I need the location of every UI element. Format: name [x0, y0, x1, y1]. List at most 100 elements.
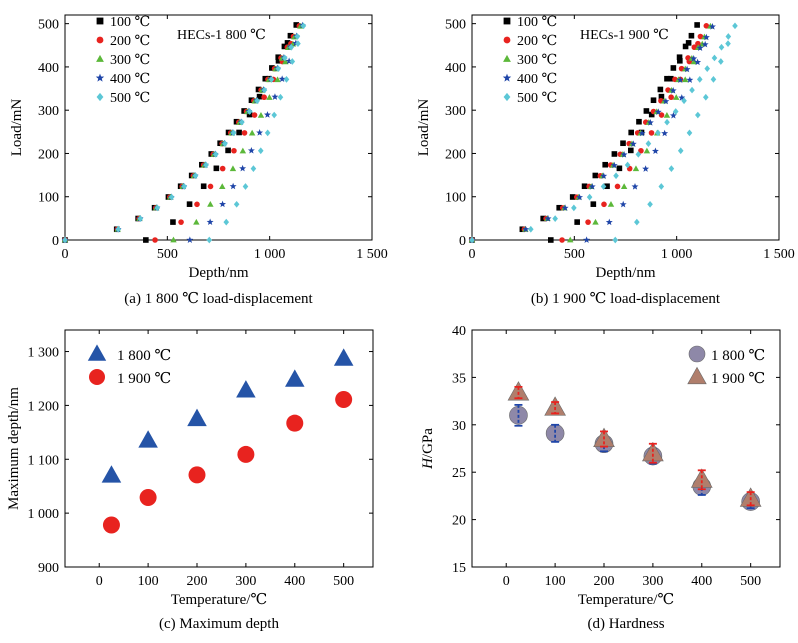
data-point: [672, 108, 679, 115]
data-point: [181, 183, 188, 190]
y-tick-label: 300: [445, 104, 466, 119]
data-point: [600, 183, 607, 190]
data-point: [663, 111, 671, 118]
data-point: [632, 165, 640, 172]
y-tick-label: 20: [452, 514, 466, 529]
legend-label: 400 ℃: [517, 72, 557, 87]
series-1900: [507, 381, 762, 507]
data-point: [636, 118, 642, 125]
data-point: [289, 58, 296, 65]
data-point: [567, 236, 574, 243]
series-100c: [62, 22, 300, 243]
legend-marker: [96, 92, 104, 102]
series-100c: [469, 22, 700, 243]
data-point: [138, 430, 158, 448]
data-point: [732, 22, 738, 30]
x-axis-label: Temperature/℃: [578, 592, 675, 608]
data-point: [269, 65, 275, 71]
plot-frame: [64, 14, 373, 241]
legend-label: 200 ℃: [517, 34, 557, 49]
data-point: [670, 65, 677, 71]
y-axis-label: Maximum depth/nm: [6, 387, 22, 510]
x-tick-label: 1 000: [254, 247, 286, 262]
y-tick-label: 300: [38, 104, 59, 119]
data-point: [187, 408, 207, 427]
legend-marker: [96, 17, 104, 25]
y-axis-label-unit: /GPa: [420, 428, 436, 458]
data-point: [709, 23, 716, 30]
data-point: [469, 236, 475, 244]
plot-frame: [64, 329, 374, 568]
y-tick-label: 200: [445, 147, 466, 162]
y-tick-label: 400: [445, 61, 466, 76]
data-point: [213, 165, 220, 172]
data-point: [285, 57, 293, 65]
data-point: [628, 129, 634, 136]
data-point: [115, 225, 122, 233]
data-point: [544, 396, 566, 416]
data-point: [602, 161, 608, 168]
data-point: [231, 147, 237, 154]
x-tick-label: 0: [96, 574, 103, 589]
data-point: [655, 129, 661, 137]
legend-marker: [96, 36, 104, 44]
data-point: [658, 183, 665, 190]
data-point: [522, 225, 530, 233]
data-point: [102, 516, 120, 534]
data-point: [661, 129, 669, 137]
data-point: [586, 193, 593, 201]
data-point: [206, 236, 213, 244]
panel-c-maximum-depth: 0 100 200 300 400 500 900 1 000 1 100 1 200 1 300 T…: [6, 329, 374, 632]
data-point: [194, 201, 200, 208]
data-point: [268, 76, 275, 83]
data-point: [152, 237, 158, 243]
data-point: [241, 130, 248, 136]
data-point: [694, 58, 702, 66]
data-point: [585, 219, 591, 225]
data-point: [236, 129, 242, 136]
data-point: [634, 218, 640, 226]
data-point: [101, 465, 122, 483]
x-axis-label: Depth/nm: [596, 265, 656, 281]
data-point: [725, 33, 732, 40]
data-point: [658, 112, 665, 118]
data-point: [170, 236, 177, 243]
data-point: [547, 237, 554, 243]
data-point: [695, 111, 701, 119]
legend-label: 100 ℃: [110, 15, 150, 30]
data-point: [256, 129, 264, 136]
panel-caption: (c) Maximum depth: [159, 616, 279, 632]
data-point: [251, 112, 258, 118]
data-point: [702, 33, 710, 41]
data-point: [242, 183, 249, 190]
data-point: [229, 165, 237, 172]
y-axis-label: Load/mN: [9, 99, 25, 157]
data-point: [250, 165, 257, 172]
x-tick-label: 500: [333, 574, 354, 589]
data-point: [275, 54, 282, 61]
data-point: [287, 32, 294, 39]
data-point: [607, 201, 615, 207]
data-point: [583, 236, 591, 243]
series-500c: [469, 22, 738, 244]
data-point: [704, 65, 711, 73]
data-point: [664, 75, 670, 82]
y-tick-label: 400: [38, 61, 59, 76]
data-point: [711, 54, 718, 62]
data-point: [569, 194, 576, 200]
data-point: [601, 201, 607, 208]
data-point: [229, 182, 237, 190]
plot-frame: [471, 329, 781, 568]
data-point: [261, 94, 267, 101]
data-point: [257, 147, 264, 155]
data-point: [544, 215, 552, 222]
data-point: [669, 87, 677, 94]
x-tick-label: 1 500: [356, 247, 388, 262]
data-point: [647, 200, 653, 208]
data-point: [271, 93, 279, 100]
legend-marker: [503, 92, 511, 102]
y-tick-label: 35: [452, 371, 466, 386]
data-point: [619, 200, 627, 208]
data-point: [696, 76, 703, 83]
